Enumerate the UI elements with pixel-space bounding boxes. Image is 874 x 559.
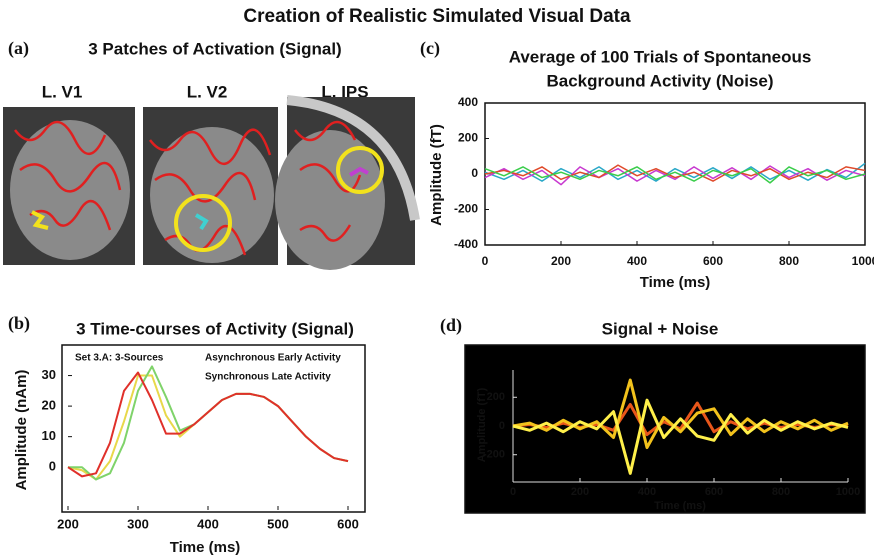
x-tick-label: 0 — [510, 486, 516, 498]
image-label: L. V2 — [187, 82, 228, 101]
x-tick-label: 0 — [482, 254, 489, 268]
panel-letter: (b) — [8, 313, 30, 334]
x-tick-label: 1000 — [852, 254, 874, 268]
series-line — [484, 166, 866, 184]
x-axis-label: Time (ms) — [640, 274, 711, 291]
series-line — [512, 398, 849, 475]
brain-image — [275, 95, 420, 270]
x-axis-label: Time (ms) — [170, 539, 241, 556]
x-tick-label: 800 — [779, 254, 799, 268]
y-tick-label: 10 — [42, 428, 56, 443]
x-tick-label: 500 — [267, 516, 289, 531]
x-tick-label: 600 — [705, 486, 723, 498]
annotation: Asynchronous Early Activity — [205, 353, 341, 364]
y-axis-label: Amplitude (nAm) — [13, 370, 30, 491]
x-tick-label: 600 — [703, 254, 723, 268]
x-tick-label: 200 — [571, 486, 589, 498]
chart-title: 3 Time-courses of Activity (Signal) — [76, 319, 354, 338]
y-tick-label: 30 — [42, 367, 56, 382]
x-tick-label: 200 — [551, 254, 571, 268]
panel-letter: (c) — [420, 38, 440, 59]
x-tick-label: 200 — [57, 516, 79, 531]
series-line — [512, 378, 849, 450]
y-tick-label: 0 — [471, 166, 478, 180]
x-tick-label: 800 — [772, 486, 790, 498]
y-tick-label: -200 — [483, 449, 505, 461]
plot-frame — [61, 344, 366, 513]
x-tick-label: 300 — [127, 516, 149, 531]
series-line — [67, 371, 349, 478]
y-tick-label: 400 — [458, 95, 478, 109]
plot-frame — [484, 102, 866, 246]
panel-title: 3 Patches of Activation (Signal) — [88, 39, 341, 58]
y-tick-label: 200 — [458, 131, 478, 145]
y-tick-label: 0 — [49, 459, 56, 474]
y-tick-label: 200 — [487, 391, 505, 403]
figure-title: Creation of Realistic Simulated Visual D… — [243, 6, 631, 27]
annotation: Synchronous Late Activity — [205, 372, 331, 383]
chart-title: Signal + Noise — [602, 319, 719, 338]
y-tick-label: -400 — [454, 237, 478, 251]
chart-title: Average of 100 Trials of Spontaneous — [509, 47, 812, 66]
y-tick-label: -200 — [454, 202, 478, 216]
y-tick-label: 20 — [42, 398, 56, 413]
image-label: L. IPS — [321, 82, 368, 101]
y-axis-label: Amplitude (fT) — [476, 387, 488, 462]
panel-letter: (d) — [440, 315, 462, 336]
x-axis-label: Time (ms) — [654, 500, 706, 512]
x-tick-label: 400 — [627, 254, 647, 268]
series-line — [484, 164, 866, 182]
annotation: Set 3.A: 3-Sources — [75, 353, 164, 364]
y-axis-label: Amplitude (fT) — [428, 124, 445, 226]
x-tick-label: 400 — [197, 516, 219, 531]
brain-image — [143, 107, 278, 265]
series-line — [484, 162, 866, 182]
image-label: L. V1 — [42, 82, 83, 101]
brain-image — [3, 107, 135, 265]
chart-title: Background Activity (Noise) — [546, 71, 773, 90]
y-tick-label: 0 — [499, 420, 505, 432]
x-tick-label: 600 — [337, 516, 359, 531]
panel-letter: (a) — [8, 38, 29, 59]
x-tick-label: 400 — [638, 486, 656, 498]
x-tick-label: 1000 — [836, 486, 860, 498]
